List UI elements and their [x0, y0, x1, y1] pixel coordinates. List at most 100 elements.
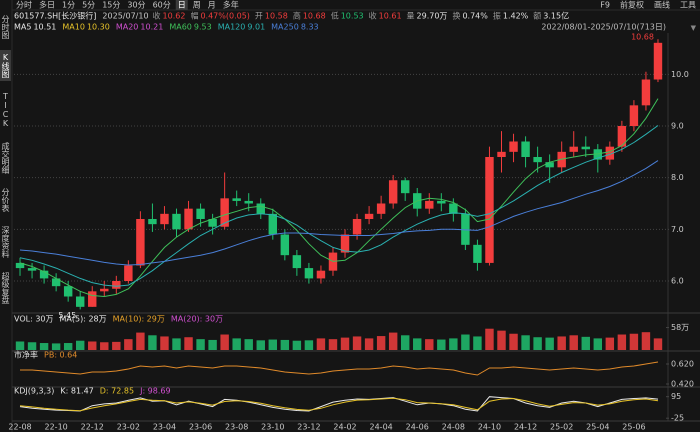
timeframe-tab[interactable]: 30分 — [127, 1, 145, 10]
toolbar-button[interactable]: 工具 — [680, 1, 696, 10]
ma-line — [19, 98, 659, 298]
candle-body — [388, 180, 398, 204]
volume-bar — [400, 335, 410, 350]
volume-bar — [184, 337, 193, 350]
ma-legend-name: MA5 — [14, 23, 31, 32]
volume-bar — [304, 340, 314, 350]
candle-body — [208, 219, 217, 227]
collapse-arrow[interactable]: ▼ — [691, 24, 697, 32]
sidebar-tab[interactable]: 超级复盘 — [1, 272, 10, 304]
ma-legend-value: 9.01 — [247, 23, 265, 32]
volume-bar — [545, 337, 554, 350]
y-tick-label: 10.0 — [671, 70, 689, 79]
candle-body — [292, 255, 302, 269]
volume-bar — [364, 338, 374, 350]
volume-bar — [208, 339, 217, 350]
x-tick-label: 23-02 — [117, 423, 140, 432]
x-tick-label: 22-10 — [45, 423, 68, 432]
quote-value: 10.61 — [379, 12, 402, 21]
ma-legend-name: MA60 — [169, 23, 192, 32]
stock-code: 601577.SH[长沙银行] — [14, 11, 96, 21]
timeframe-tab[interactable]: 60分 — [153, 1, 171, 10]
volume-bar — [256, 340, 265, 350]
candle-body — [75, 296, 85, 307]
ma-legend-value: 8.33 — [301, 23, 319, 32]
candle-body — [232, 198, 241, 201]
ma-legend-value: 10.51 — [33, 23, 56, 32]
indicator-legend: J: 98.69 — [139, 387, 171, 396]
ma-legend-value: 10.30 — [87, 23, 110, 32]
candle-body — [27, 268, 37, 271]
indicator-legend: KDJ(9,3,3) — [14, 387, 54, 396]
candle-body — [184, 208, 193, 230]
quote-value: 10.53 — [341, 12, 364, 21]
volume-bar — [136, 332, 145, 350]
x-tick-label: 25-02 — [550, 423, 573, 432]
quote-label: 开 — [255, 12, 263, 21]
timeframe-tab[interactable]: 分时 — [16, 0, 32, 10]
sidebar-tab[interactable]: 分时图 — [1, 15, 10, 39]
quote-date: 2025/07/10 — [102, 12, 148, 21]
indicator-legend: K: 81.47 — [60, 387, 93, 396]
candle-body — [39, 270, 49, 279]
candle-body — [653, 42, 663, 80]
timeframe-tab[interactable]: 月 — [208, 1, 216, 10]
y-tick-label: 95 — [671, 392, 681, 401]
volume-bar — [617, 334, 627, 350]
timeframe-tab[interactable]: 5分 — [82, 1, 95, 10]
x-tick-label: 23-12 — [297, 423, 320, 432]
indicator-line — [19, 397, 659, 412]
toolbar-button[interactable]: 画线 — [654, 0, 670, 10]
volume-bar — [220, 334, 229, 350]
quote-label: 振 — [493, 11, 501, 21]
y-tick-label: 0.420 — [671, 380, 694, 389]
candle-body — [63, 286, 73, 297]
x-tick-label: 22-12 — [81, 423, 104, 432]
volume-bar — [569, 335, 578, 350]
timeframe-tab[interactable]: 1分 — [62, 1, 75, 10]
ma-legend-name: MA20 — [116, 23, 139, 32]
timeframe-tab[interactable]: 周 — [193, 1, 201, 10]
quote-value: 10.68 — [303, 12, 326, 21]
sidebar-tab[interactable]: TICK — [1, 92, 10, 128]
timeframe-tab[interactable]: 多日 — [39, 0, 55, 10]
active-tab-bg — [175, 0, 188, 10]
timeframe-tab[interactable]: 15分 — [102, 1, 120, 10]
toolbar-button[interactable]: 前复权 — [620, 0, 644, 10]
candle-body — [304, 268, 314, 279]
volume-bar — [27, 342, 37, 350]
volume-bar — [160, 336, 169, 350]
indicator-legend: MA(10): 29万 — [113, 315, 165, 324]
x-tick-label: 24-10 — [478, 423, 501, 432]
price-annotation: 5.45 — [58, 311, 76, 320]
candle-body — [136, 219, 145, 266]
volume-bar — [280, 339, 290, 350]
quote-value: 1.42% — [503, 12, 529, 21]
candle-body — [100, 288, 109, 292]
volume-bar — [15, 341, 25, 350]
volume-bar — [340, 337, 350, 350]
timeframe-tab[interactable]: 多年 — [223, 0, 239, 10]
candle-body — [641, 79, 651, 106]
volume-bar — [581, 336, 590, 350]
date-range: 2022/08/01-2025/07/10(713日) — [541, 23, 666, 32]
volume-bar — [100, 342, 109, 350]
volume-bar — [292, 340, 302, 350]
volume-bar — [148, 335, 157, 350]
volume-bar — [352, 336, 362, 350]
sidebar-tab[interactable]: 分价表 — [1, 188, 10, 212]
quote-label: 额 — [533, 11, 541, 21]
y-tick-label: 7.0 — [671, 225, 684, 234]
sidebar-tab[interactable]: 成交明细 — [1, 142, 10, 174]
toolbar-button[interactable]: F9 — [600, 1, 610, 10]
sidebar-tab[interactable]: K线图 — [0, 50, 11, 81]
sidebar-tab[interactable]: 深度资料 — [1, 226, 10, 258]
timeframe-tab[interactable]: 日 — [178, 1, 186, 10]
volume-bar — [268, 339, 278, 350]
volume-bar — [124, 339, 133, 350]
candle-body — [461, 213, 470, 245]
candle-body — [376, 203, 386, 214]
quote-label: 高 — [293, 11, 301, 21]
candle-body — [124, 265, 133, 281]
